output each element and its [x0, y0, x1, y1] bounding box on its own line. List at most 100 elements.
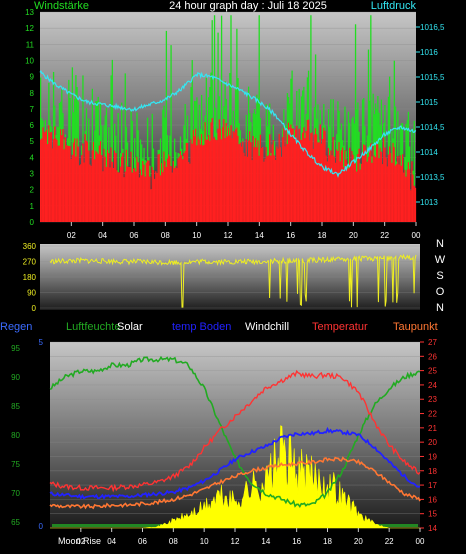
wind-bar [286, 93, 289, 145]
wind-bar [163, 105, 165, 152]
wind-bar [202, 130, 204, 146]
gust-bar [62, 129, 64, 222]
x-tick-label: 06 [130, 231, 139, 240]
wind-bar [247, 86, 250, 141]
gust-bar [273, 155, 276, 222]
gust-bar [358, 148, 360, 222]
gust-bar [169, 156, 171, 222]
wind-bar [289, 103, 291, 128]
gust-bar [312, 148, 314, 222]
direction-y-axis: 0 90 180 270 360 [23, 242, 37, 313]
gust-bar [357, 154, 359, 222]
gust-bar [150, 189, 152, 222]
wind-bar [250, 121, 252, 143]
wind-bar [242, 138, 244, 142]
pressure-line [39, 70, 417, 178]
gust-bar [326, 161, 328, 222]
gust-bar [311, 132, 313, 222]
gust-bar [393, 147, 395, 222]
gust-bar [361, 153, 364, 222]
wind-bar [209, 87, 211, 141]
gust-bar [138, 177, 140, 222]
wind-bar [94, 130, 96, 160]
gust-bar [163, 151, 165, 222]
wind-bar [57, 126, 59, 146]
gust-bar [341, 147, 344, 222]
gust-bar [161, 163, 163, 222]
direction-tick-label: 0 [32, 304, 37, 313]
gust-bar [405, 176, 407, 222]
wind-bar [372, 93, 374, 147]
gust-bar [168, 154, 170, 222]
gust-bar [287, 122, 290, 222]
wind-bar [200, 94, 203, 134]
gust-bar [103, 148, 105, 222]
gust-bar [309, 140, 311, 222]
gust-bar [387, 154, 390, 222]
wind-bar [178, 153, 180, 157]
wind-tick-label: 13 [25, 8, 34, 17]
gust-bar [71, 154, 74, 222]
gust-bar [192, 129, 195, 222]
gust-bar [333, 156, 336, 222]
wind-bar [105, 107, 108, 168]
x-tick-label: 18 [323, 537, 332, 546]
wind-bar [84, 130, 86, 135]
wind-bar [158, 149, 160, 154]
gust-bar [40, 139, 42, 222]
ground-temp-line [49, 426, 421, 500]
gust-bar [366, 161, 368, 222]
wind-bar [117, 113, 119, 173]
wind-bar [75, 75, 77, 157]
wind-bar [352, 116, 354, 155]
dewpoint-line [49, 456, 421, 510]
gust-bar [226, 136, 229, 222]
gust-bar [324, 130, 326, 222]
x-tick-label: 04 [107, 537, 116, 546]
gust-bar [407, 162, 410, 222]
wind-bar [388, 76, 391, 147]
gust-bar [118, 172, 121, 222]
direction-tick-label: 270 [23, 258, 37, 267]
gust-bar [369, 146, 371, 222]
gust-bar [195, 128, 197, 222]
gust-bar [198, 139, 200, 222]
wind-bar [302, 90, 304, 133]
gust-bar [251, 160, 253, 222]
wind-bar [349, 122, 351, 148]
wind-bar [305, 113, 307, 132]
temperature-lines [49, 355, 421, 529]
gust-bar [246, 156, 249, 222]
wind-bar [303, 86, 305, 128]
gust-bar [388, 146, 391, 222]
gust-bar [156, 172, 158, 222]
wind-bar [74, 99, 76, 139]
wind-tick-label: 12 [25, 24, 34, 33]
gust-bar [412, 174, 414, 222]
gust-bar [181, 155, 183, 222]
wind-bar [211, 20, 213, 119]
wind-bar [344, 106, 346, 151]
gust-bar [95, 150, 97, 222]
wind-bar [67, 138, 69, 146]
gust-bar [144, 176, 146, 222]
humidity-tick-label: 65 [11, 518, 20, 527]
wind-bar [361, 99, 364, 154]
wind-bar [255, 114, 257, 139]
gust-bar [223, 118, 225, 222]
windstaerke-label: Windstärke [34, 0, 89, 12]
gust-bar [344, 150, 346, 222]
gust-bar [197, 136, 199, 222]
gust-bar [200, 133, 203, 222]
gust-bar [164, 161, 166, 222]
pressure-tick-label: 1013,5 [420, 173, 445, 182]
gust-bar [410, 190, 412, 222]
x-tick-label: 10 [192, 231, 201, 240]
wind-bar [323, 104, 325, 128]
gust-bar [338, 142, 340, 222]
wind-bar [130, 109, 132, 152]
wind-bar [98, 135, 101, 146]
gust-bar [188, 161, 190, 222]
gust-bar [345, 159, 347, 222]
gust-bar [356, 171, 358, 222]
